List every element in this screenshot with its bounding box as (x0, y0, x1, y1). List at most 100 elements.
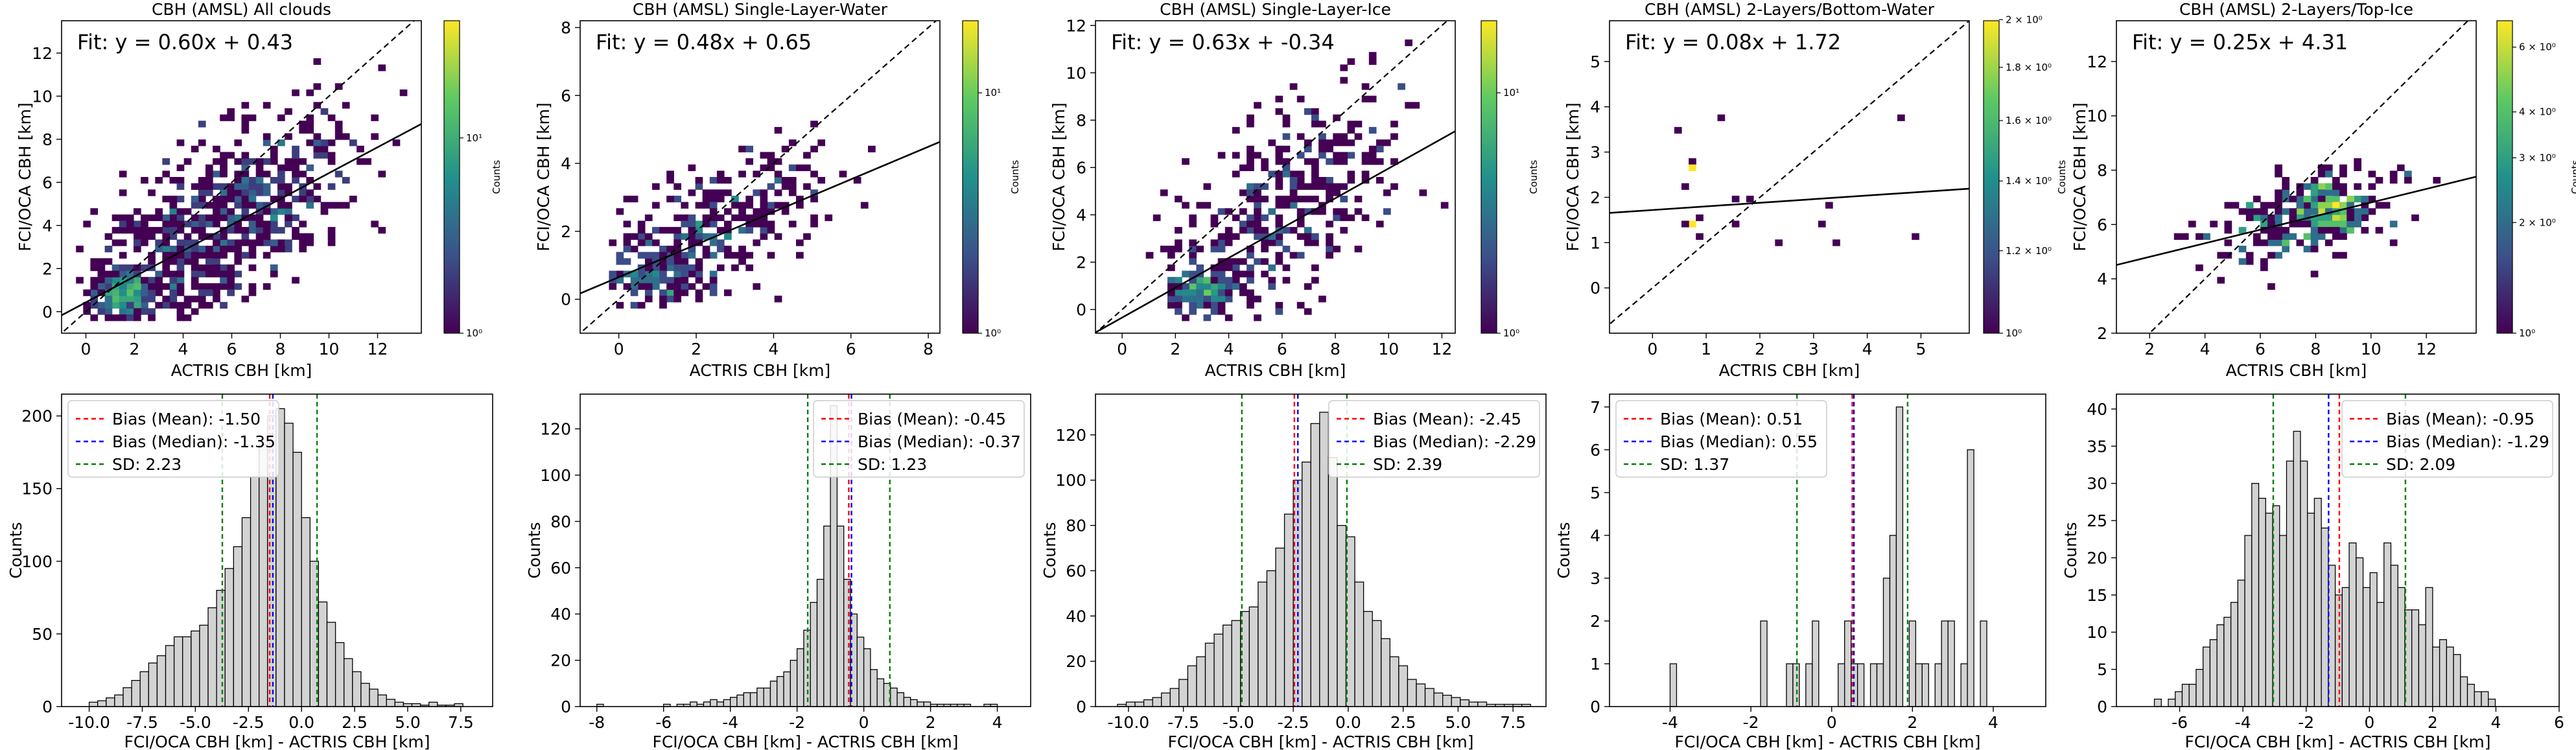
heatmap-cell (868, 145, 876, 153)
heatmap-cell (1217, 301, 1226, 309)
heatmap-cell (1376, 220, 1384, 228)
histogram-bar (836, 525, 845, 707)
heatmap-cell (753, 283, 761, 290)
heatmap-cell (213, 296, 220, 303)
heatmap-cell (781, 208, 790, 215)
heatmap-cell (104, 233, 113, 240)
heatmap-cell (241, 102, 250, 109)
heatmap-cell (681, 270, 689, 277)
heatmap-cell (213, 220, 220, 228)
heatmap-cell (2332, 227, 2340, 234)
fit-equation: Fit: y = 0.08x + 1.72 (1625, 30, 1841, 54)
histogram-bar (1856, 663, 1865, 707)
heatmap-cell (644, 258, 653, 265)
heatmap-cell (781, 177, 790, 184)
heatmap-cell (1275, 145, 1283, 153)
heatmap-cell (205, 258, 213, 265)
heatmap-cell (1247, 296, 1254, 303)
histogram-bar (182, 636, 192, 707)
heatmap-cell (169, 277, 178, 284)
y-tick-label: 12 (2087, 53, 2107, 71)
heatmap-cell (738, 258, 746, 265)
heatmap-cell (1167, 277, 1175, 284)
heatmap-cell (134, 277, 141, 284)
heatmap-cell (1167, 283, 1175, 290)
heatmap-cell (2324, 189, 2333, 196)
heatmap-cell (349, 139, 357, 146)
heatmap-cell (126, 308, 134, 315)
x-tick-label: 0.0 (1335, 713, 1361, 732)
heatmap-cell (205, 289, 213, 296)
heatmap-cell (263, 233, 271, 240)
heatmap-cell (155, 277, 163, 284)
x-tick-label: -2.5 (1278, 713, 1309, 732)
heatmap-cell (673, 277, 681, 284)
heatmap-cell (709, 270, 718, 277)
heatmap-cell (1282, 202, 1291, 209)
heatmap-cell (666, 283, 674, 290)
heatmap-cell (1311, 121, 1319, 128)
colorbar-tick-label: 6 × 10⁰ (2519, 41, 2556, 53)
heatmap-cell (810, 121, 818, 128)
heatmap-cell (248, 214, 257, 222)
heatmap-cell (2317, 164, 2326, 171)
heatmap-cell (1175, 246, 1182, 253)
heatmap-cell (695, 227, 703, 234)
histogram-bar (2411, 609, 2420, 707)
heatmap-cell (2210, 220, 2218, 228)
heatmap-cell (299, 220, 307, 228)
heatmap-cell (176, 214, 185, 222)
heatmap-cell (148, 258, 156, 265)
heatmap-cell (745, 264, 753, 272)
heatmap-cell (183, 208, 192, 215)
heatmap-cell (155, 177, 163, 184)
heatmap-cell (1289, 195, 1298, 203)
heatmap-cell (248, 177, 257, 184)
y-axis-label: FCI/OCA CBH [km] (16, 102, 34, 252)
heatmap-cell (1311, 195, 1319, 203)
heatmap-cell (2310, 214, 2319, 222)
histogram-bar (1310, 423, 1320, 707)
histogram-bar (2223, 616, 2232, 707)
histogram-bar (97, 700, 107, 707)
heatmap-cell (227, 246, 235, 253)
heatmap-cell (1333, 139, 1341, 146)
heatmap-cell (277, 177, 285, 184)
x-tick-label: 2.5 (342, 713, 368, 732)
heatmap-cell (630, 233, 638, 240)
heatmap-cell (2181, 233, 2189, 240)
heatmap-cell (1326, 158, 1333, 165)
heatmap-cell (205, 189, 213, 196)
heatmap-cell (652, 183, 660, 190)
y-tick-label: 2 (2097, 324, 2107, 343)
heatmap-cell (1247, 246, 1254, 253)
heatmap-cell (1247, 183, 1254, 190)
heatmap-cell (320, 202, 329, 209)
heatmap-cell (176, 227, 185, 234)
heatmap-cell (2332, 189, 2340, 196)
heatmap-cell (1261, 227, 1269, 234)
heatmap-cell (1196, 246, 1204, 253)
heatmap-cell (2317, 233, 2326, 240)
heatmap-cell (745, 214, 753, 222)
heatmap-cell (2332, 220, 2340, 228)
histogram-bar (1302, 462, 1311, 707)
fit-equation: Fit: y = 0.60x + 0.43 (77, 30, 293, 54)
heatmap-cell (1275, 95, 1283, 102)
heatmap-cell (1340, 152, 1348, 159)
heatmap-cell (119, 170, 127, 178)
heatmap-cell (2303, 208, 2312, 215)
colorbar-tick-label: 4 × 10⁰ (2519, 106, 2556, 118)
heatmap-cell (2245, 202, 2254, 209)
heatmap-cell (285, 183, 292, 190)
heatmap-cell (357, 158, 364, 165)
histogram-bar (1669, 663, 1678, 707)
y-tick-label: 4 (1590, 98, 1600, 117)
heatmap-cell (2310, 246, 2319, 253)
histogram-bar (1882, 578, 1891, 707)
heatmap-cell (213, 246, 220, 253)
heatmap-cell (1145, 252, 1154, 259)
x-tick-label: -6 (655, 713, 672, 732)
heatmap-cell (1268, 233, 1276, 240)
